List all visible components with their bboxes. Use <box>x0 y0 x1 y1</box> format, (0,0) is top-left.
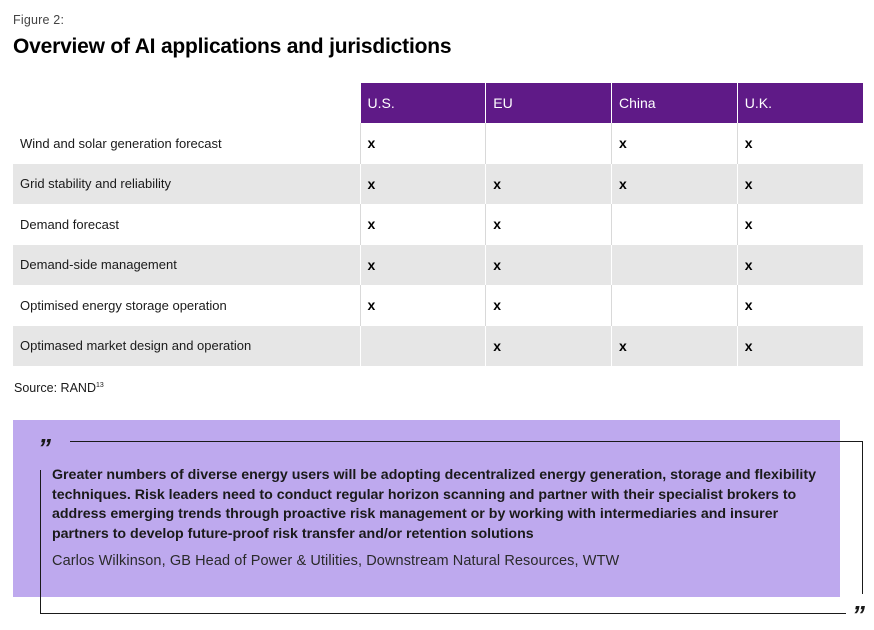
header-blank-cell <box>13 83 360 123</box>
cell-mark-us: x <box>359 163 486 204</box>
cell-mark-eu: x <box>485 244 612 285</box>
figure-title: Overview of AI applications and jurisdic… <box>13 35 452 58</box>
cell-mark-uk: x <box>736 163 863 204</box>
table-row: Optimised energy storage operation x x x <box>13 285 863 326</box>
table-header-row: U.S. EU China U.K. <box>13 83 863 123</box>
table-row: Wind and solar generation forecast x x x <box>13 123 863 164</box>
quote-frame-top-line <box>70 441 862 442</box>
row-label: Wind and solar generation forecast <box>20 135 222 151</box>
cell-mark-china: x <box>611 163 738 204</box>
source-note: Source: RAND13 <box>14 381 104 395</box>
cell-mark-us: x <box>359 285 486 326</box>
row-label: Optimised energy storage operation <box>20 297 227 313</box>
cell-mark-eu <box>485 123 612 164</box>
cell-mark-china <box>611 285 738 326</box>
cell-mark-eu: x <box>485 163 612 204</box>
quote-text: Greater numbers of diverse energy users … <box>52 467 816 542</box>
row-label: Demand-side management <box>13 244 360 285</box>
cell-mark-uk: x <box>736 123 863 164</box>
row-label: Optimased market design and operation <box>13 325 360 366</box>
table-row: Demand-side management x x x <box>13 244 863 285</box>
quote-frame-left-line <box>40 470 41 613</box>
source-text: Source: RAND <box>14 381 96 395</box>
cell-mark-uk: x <box>736 204 863 245</box>
cell-mark-us <box>359 325 486 366</box>
cell-mark-china: x <box>611 123 738 164</box>
cell-mark-uk: x <box>736 325 863 366</box>
figure-label: Figure 2: <box>13 13 65 27</box>
cell-mark-uk: x <box>736 285 863 326</box>
column-header-us: U.S. <box>359 83 486 123</box>
quote-attribution: Carlos Wilkinson, GB Head of Power & Uti… <box>52 553 620 569</box>
cell-mark-us: x <box>359 204 486 245</box>
cell-mark-china <box>611 204 738 245</box>
quote-frame-right-line <box>862 441 863 594</box>
cell-mark-us: x <box>359 123 486 164</box>
row-label: Demand forecast <box>20 216 119 232</box>
cell-mark-eu: x <box>485 325 612 366</box>
table-row: Optimased market design and operation x … <box>13 325 863 366</box>
close-quote-icon: ” <box>852 600 865 630</box>
jurisdictions-table: U.S. EU China U.K. Wind and solar genera… <box>13 83 863 366</box>
cell-mark-china: x <box>611 325 738 366</box>
cell-mark-eu: x <box>485 204 612 245</box>
cell-mark-china <box>611 244 738 285</box>
quote-frame-bottom-line <box>40 613 846 614</box>
cell-mark-uk: x <box>736 244 863 285</box>
row-label: Grid stability and reliability <box>13 163 360 204</box>
table-row: Grid stability and reliability x x x x <box>13 163 863 204</box>
column-header-eu: EU <box>485 83 612 123</box>
table-row: Demand forecast x x x <box>13 204 863 245</box>
column-header-uk: U.K. <box>736 83 863 123</box>
quote-panel <box>13 420 840 597</box>
source-footnote: 13 <box>95 382 104 389</box>
open-quote-icon: ” <box>38 433 51 463</box>
cell-mark-eu: x <box>485 285 612 326</box>
column-header-china: China <box>611 83 738 123</box>
cell-mark-us: x <box>359 244 486 285</box>
